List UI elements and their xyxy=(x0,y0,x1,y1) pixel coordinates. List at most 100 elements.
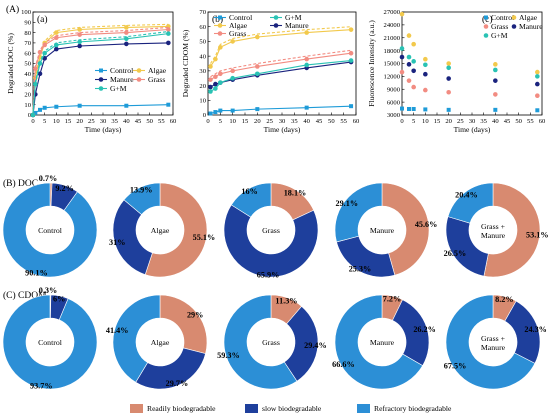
x-tick-label: 15 xyxy=(434,118,441,125)
legend-label: Algae xyxy=(148,66,167,75)
point-control xyxy=(304,105,309,110)
donut-value-label: 9.2% xyxy=(55,184,73,193)
donut-value-label: 24.3% xyxy=(524,325,547,334)
donut-value-label: 0.3% xyxy=(39,286,57,295)
point-control xyxy=(407,106,411,111)
legend-marker xyxy=(136,68,142,73)
section-b-label: (B) DOC xyxy=(3,178,38,189)
section-c-label: (C) CDOM xyxy=(3,290,47,301)
y-tick-label: 40 xyxy=(24,71,31,78)
donut-segment xyxy=(334,294,424,390)
x-tick-label: 55 xyxy=(340,118,347,125)
point-algae xyxy=(446,61,451,66)
donut-grass-manure: 8.2% 24.3% 67.5% Grass + Manure xyxy=(444,294,547,390)
x-tick-label: 20 xyxy=(254,118,261,125)
donut-hole xyxy=(247,206,295,254)
x-tick-label: 20 xyxy=(445,118,452,125)
x-tick-label: 35 xyxy=(291,118,298,125)
donut-algae: 29% 29.7% 41.4% Algae xyxy=(106,294,208,390)
y-axis-label: Degraded DOC (%) xyxy=(6,33,15,94)
y-tick-label: 20 xyxy=(24,92,31,99)
point-grass xyxy=(493,92,498,97)
donut-center-line: Grass + xyxy=(481,334,506,343)
donut-center-line: Manure xyxy=(481,231,506,240)
point-control xyxy=(166,102,171,107)
x-tick-label: 15 xyxy=(65,118,72,125)
x-tick-label: 35 xyxy=(480,118,487,125)
point-algae xyxy=(535,69,540,75)
y-tick-label: 70 xyxy=(24,40,31,47)
point-gm xyxy=(30,112,36,118)
legend-marker xyxy=(217,23,223,28)
donut-center-line: Manure xyxy=(481,343,506,352)
y-tick-label: 10 xyxy=(24,102,31,109)
point-control xyxy=(33,110,38,115)
y-axis-label: Fluorescence Intensity (a.u.) xyxy=(367,20,376,107)
donut-center-label: Control xyxy=(38,226,63,235)
legend-marker xyxy=(273,23,279,28)
series-fit-algae xyxy=(210,26,352,64)
donut-value-label: 20.4% xyxy=(455,190,478,199)
point-control xyxy=(218,108,223,113)
point-manure xyxy=(166,40,171,46)
point-gm xyxy=(54,42,59,48)
legend-swatch xyxy=(130,404,143,413)
y-tick-label: 100 xyxy=(21,9,32,16)
point-manure xyxy=(54,46,59,52)
donut-manure: 7.2% 26.2% 66.6% Manure xyxy=(332,294,436,390)
x-tick-label: 5 xyxy=(412,118,416,125)
y-tick-label: 10 xyxy=(199,97,206,104)
legend-label: Control xyxy=(110,66,133,75)
donut-value-label: 26.5% xyxy=(444,249,467,258)
point-manure xyxy=(37,71,43,77)
point-control xyxy=(349,104,354,109)
series-line-algae xyxy=(32,25,169,116)
point-manure xyxy=(208,84,213,90)
legend-marker xyxy=(218,15,222,20)
point-grass xyxy=(166,27,171,32)
x-tick-label: 40 xyxy=(303,118,310,125)
donut-value-label: 65.9% xyxy=(257,270,280,279)
legend-label: Refractory biodegradable xyxy=(374,404,452,413)
donut-grass: 11.3% 29.4% 59.3% Grass xyxy=(217,294,327,390)
point-control xyxy=(255,107,260,112)
x-tick-label: 45 xyxy=(316,118,323,125)
legend-label: slow biodegradable xyxy=(262,404,322,413)
point-gm xyxy=(493,67,498,73)
y-tick-label: 60 xyxy=(24,50,31,57)
donut-center-line: Grass + xyxy=(481,222,506,231)
x-tick-label: 30 xyxy=(279,118,286,125)
x-tick-label: 60 xyxy=(353,118,360,125)
y-tick-label: 50 xyxy=(199,39,206,46)
x-tick-label: 15 xyxy=(242,118,249,125)
point-algae xyxy=(348,27,354,32)
point-algae xyxy=(411,41,416,47)
x-tick-label: 50 xyxy=(328,118,335,125)
y-tick-label: 70 xyxy=(199,9,206,16)
point-manure xyxy=(124,41,129,47)
legend-label: Readily biodegradable xyxy=(147,404,216,413)
x-tick-label: 5 xyxy=(219,118,223,125)
series-line-grass xyxy=(32,28,169,116)
point-algae xyxy=(493,62,498,67)
donut-value-label: 66.6% xyxy=(332,360,355,369)
point-grass xyxy=(33,66,38,71)
point-gm xyxy=(255,71,260,77)
point-grass xyxy=(304,56,309,62)
series-line-manure xyxy=(32,42,169,116)
legend-label: G+M xyxy=(491,31,508,40)
donut-hole xyxy=(469,206,517,254)
legend-label: Control xyxy=(491,13,514,22)
point-algae xyxy=(304,30,309,35)
legend-swatch xyxy=(357,404,370,413)
x-tick-label: 50 xyxy=(146,118,153,125)
x-axis-label: Time (days) xyxy=(85,125,122,134)
panel-0: 0 5 10 15 20 25 30 35 40 45 50 55 60 0 10 20 30 40 50 60 70 8… xyxy=(6,9,177,134)
point-gm xyxy=(411,59,416,64)
legend-marker xyxy=(483,33,489,38)
point-grass xyxy=(230,68,235,74)
point-control xyxy=(535,108,540,113)
line-panels: 0 5 10 15 20 25 30 35 40 45 50 55 600102030405060708… xyxy=(6,9,546,134)
point-control xyxy=(423,107,428,112)
point-gm xyxy=(535,74,540,79)
